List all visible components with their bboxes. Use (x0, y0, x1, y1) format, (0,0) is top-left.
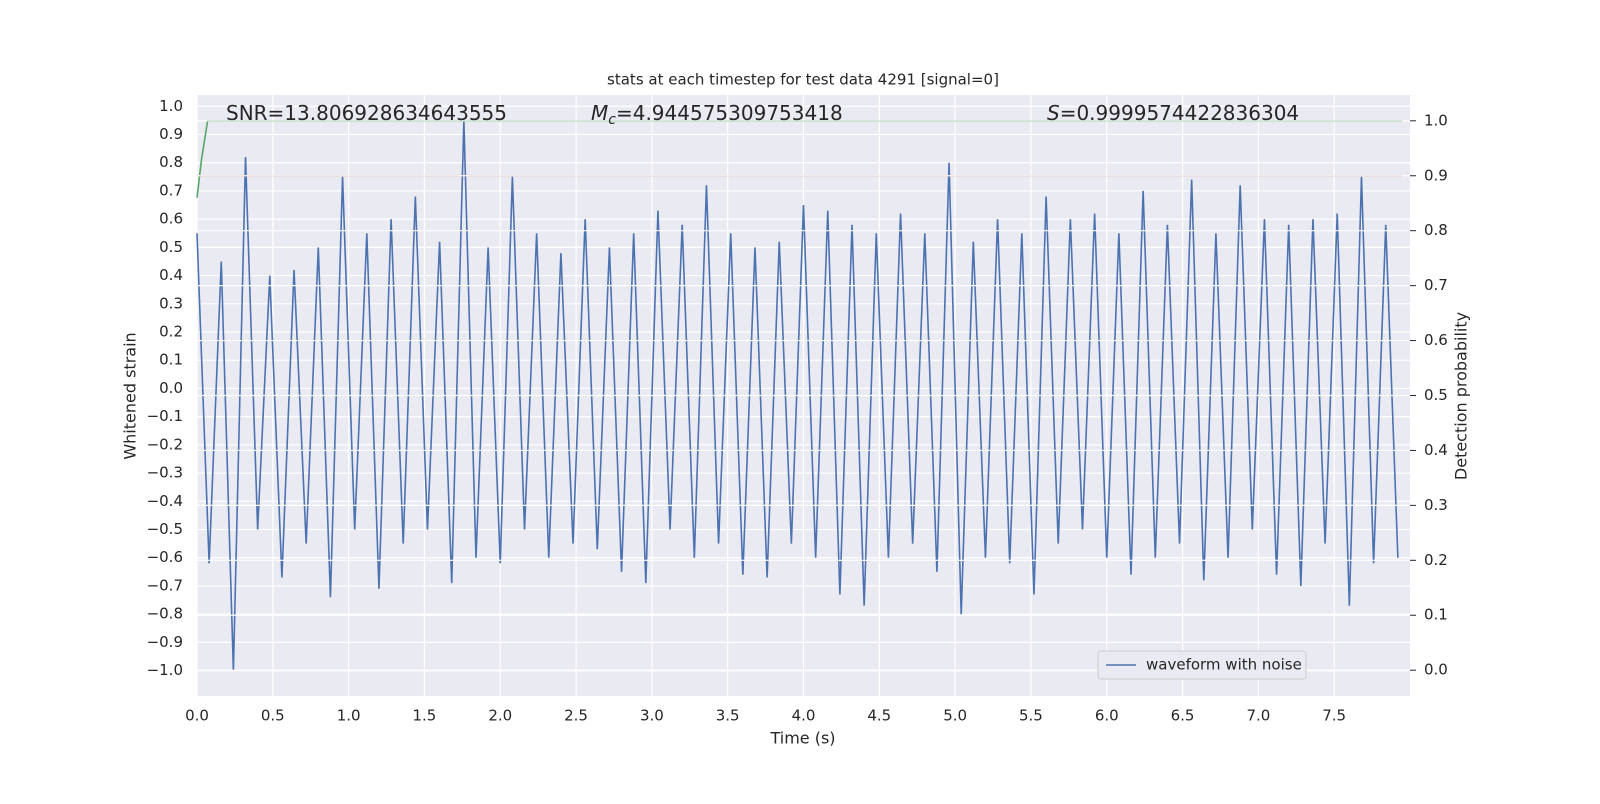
x-tick-label: 3.0 (640, 707, 664, 725)
y-tick-label: 0.7 (159, 181, 183, 199)
x-tick-label: 2.5 (564, 707, 588, 725)
annotation-symbol: M (591, 101, 608, 125)
annotation: S=0.9999574422836304 (1047, 101, 1299, 125)
annotation: SNR=13.806928634643555 (226, 101, 507, 125)
overlay-layer (197, 120, 1410, 671)
y-tick-label: 0.4 (159, 266, 183, 284)
y-tick-label: 0.1 (159, 351, 183, 369)
y2-tick-label: 0.0 (1424, 661, 1448, 679)
y-tick-label: −0.7 (147, 576, 183, 594)
annotation-subscript: c (608, 112, 616, 128)
y2-tick-label: 0.9 (1424, 166, 1448, 184)
annotation-text: =0.9999574422836304 (1060, 101, 1299, 125)
x-tick-label: 0.5 (261, 707, 285, 725)
y-tick-label: 0.2 (159, 323, 183, 341)
x-tick-label: 5.0 (943, 707, 967, 725)
y-axis-label: Whitened strain (121, 332, 140, 459)
x-tick-label: 3.5 (716, 707, 740, 725)
x-tick-label: 7.0 (1246, 707, 1270, 725)
annotation-text: =4.944575309753418 (616, 101, 843, 125)
y-tick-label: 0.3 (159, 294, 183, 312)
legend-box (1097, 650, 1307, 680)
x-tick-label: 1.5 (413, 707, 437, 725)
x-tick-label: 6.5 (1171, 707, 1195, 725)
y-tick-label: −1.0 (147, 661, 183, 679)
chart-title: stats at each timestep for test data 429… (607, 71, 999, 89)
annotation-symbol: S (1047, 101, 1060, 125)
y2-tick-label: 0.8 (1424, 221, 1448, 239)
y2-axis-label: Detection probability (1452, 312, 1471, 480)
y-tick-label: −0.1 (147, 407, 183, 425)
y-tick-label: −0.6 (147, 548, 183, 566)
y-tick-label: −0.8 (147, 605, 183, 623)
x-tick-label: 0.0 (185, 707, 209, 725)
y-tick-label: −0.3 (147, 464, 183, 482)
y-tick-label: 0.6 (159, 210, 183, 228)
y2-tick-label: 0.6 (1424, 331, 1448, 349)
y-tick-label: −0.5 (147, 520, 183, 538)
y2-tick-label: 0.5 (1424, 386, 1448, 404)
x-tick-label: 6.0 (1095, 707, 1119, 725)
y2-tick-label: 1.0 (1424, 111, 1448, 129)
x-tick-label: 5.5 (1019, 707, 1043, 725)
x-tick-label: 7.5 (1322, 707, 1346, 725)
y2-tick-label: 0.7 (1424, 276, 1448, 294)
legend-label: waveform with noise (1146, 656, 1302, 674)
y-tick-label: 0.9 (159, 125, 183, 143)
y2-tick-label: 0.2 (1424, 551, 1448, 569)
y2-tick-label: 0.4 (1424, 441, 1448, 459)
y-tick-label: 1.0 (159, 97, 183, 115)
annotation-text: SNR=13.806928634643555 (226, 101, 507, 125)
y-tick-label: −0.9 (147, 633, 183, 651)
y-tick-label: −0.4 (147, 492, 183, 510)
y-tick-label: 0.8 (159, 153, 183, 171)
x-tick-label: 4.0 (792, 707, 816, 725)
x-tick-label: 1.0 (337, 707, 361, 725)
annotation: Mc=4.944575309753418 (591, 101, 843, 129)
y-tick-label: −0.2 (147, 435, 183, 453)
y-tick-label: 0.0 (159, 379, 183, 397)
x-tick-label: 2.0 (488, 707, 512, 725)
x-axis-label: Time (s) (769, 729, 835, 748)
series-line (196, 120, 1399, 671)
y-tick-label: 0.5 (159, 238, 183, 256)
y2-tick-label: 0.3 (1424, 496, 1448, 514)
y2-tick-label: 0.1 (1424, 606, 1448, 624)
x-tick-label: 4.5 (867, 707, 891, 725)
